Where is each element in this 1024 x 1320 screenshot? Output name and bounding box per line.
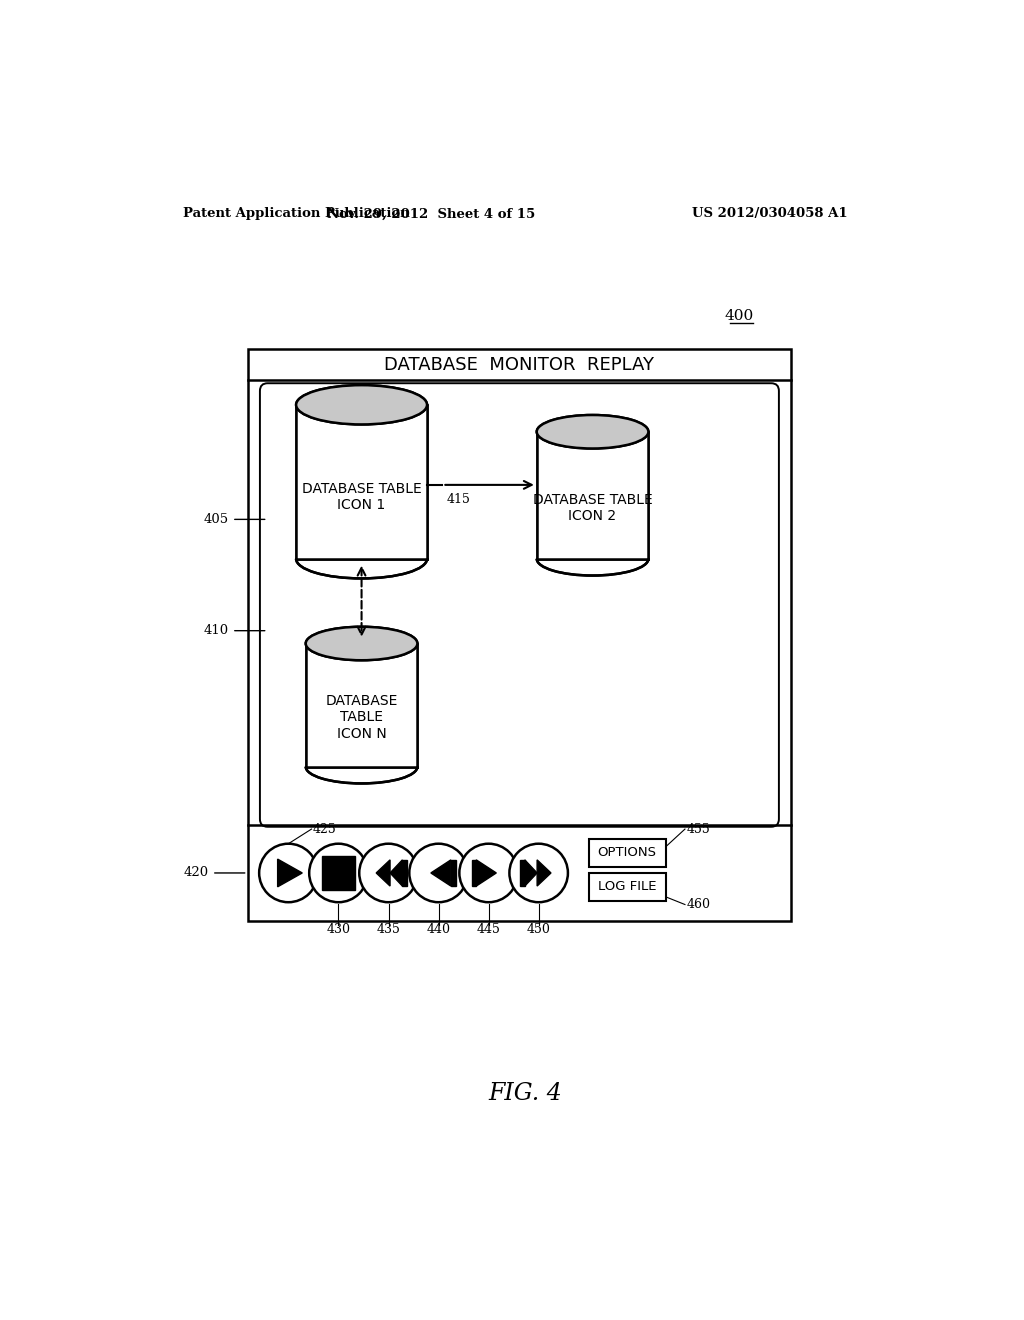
- Polygon shape: [278, 859, 302, 887]
- FancyBboxPatch shape: [260, 383, 779, 826]
- Polygon shape: [376, 859, 390, 886]
- Circle shape: [359, 843, 418, 903]
- Text: LOG FILE: LOG FILE: [598, 880, 656, 894]
- Polygon shape: [402, 859, 407, 886]
- Polygon shape: [472, 859, 476, 886]
- Circle shape: [259, 843, 317, 903]
- Text: 430: 430: [327, 923, 350, 936]
- Circle shape: [309, 843, 368, 903]
- Bar: [296, 405, 427, 558]
- Text: 455: 455: [686, 822, 711, 836]
- Text: DATABASE TABLE
ICON 1: DATABASE TABLE ICON 1: [302, 482, 422, 512]
- Text: US 2012/0304058 A1: US 2012/0304058 A1: [692, 207, 848, 220]
- Text: 450: 450: [526, 923, 551, 936]
- Text: 440: 440: [427, 923, 451, 936]
- Ellipse shape: [537, 414, 648, 449]
- Bar: [248, 350, 792, 921]
- Polygon shape: [322, 857, 355, 890]
- Ellipse shape: [306, 627, 418, 660]
- Ellipse shape: [296, 385, 427, 425]
- Text: 415: 415: [446, 492, 470, 506]
- Polygon shape: [390, 859, 402, 886]
- Polygon shape: [520, 859, 524, 886]
- Ellipse shape: [537, 414, 648, 449]
- Polygon shape: [451, 859, 456, 886]
- Polygon shape: [431, 859, 451, 886]
- Text: 425: 425: [313, 822, 337, 836]
- Circle shape: [509, 843, 568, 903]
- Text: DATABASE  MONITOR  REPLAY: DATABASE MONITOR REPLAY: [384, 356, 654, 374]
- Text: 410: 410: [204, 624, 265, 638]
- Bar: [537, 432, 648, 558]
- Text: DATABASE
TABLE
ICON N: DATABASE TABLE ICON N: [326, 694, 397, 741]
- Text: 405: 405: [204, 513, 265, 525]
- Bar: [306, 644, 418, 767]
- Text: Patent Application Publication: Patent Application Publication: [183, 207, 410, 220]
- Text: 460: 460: [686, 898, 711, 911]
- Ellipse shape: [296, 385, 427, 425]
- Circle shape: [460, 843, 518, 903]
- Text: Nov. 29, 2012  Sheet 4 of 15: Nov. 29, 2012 Sheet 4 of 15: [327, 207, 535, 220]
- Text: DATABASE TABLE
ICON 2: DATABASE TABLE ICON 2: [532, 492, 652, 523]
- Text: 420: 420: [184, 866, 245, 879]
- Text: OPTIONS: OPTIONS: [598, 846, 656, 859]
- Text: 400: 400: [724, 309, 754, 323]
- Bar: [589, 840, 666, 867]
- Polygon shape: [538, 859, 551, 886]
- Text: 445: 445: [477, 923, 501, 936]
- Bar: [589, 873, 666, 900]
- Text: 435: 435: [377, 923, 400, 936]
- Polygon shape: [524, 859, 538, 886]
- Circle shape: [410, 843, 468, 903]
- Text: FIG. 4: FIG. 4: [487, 1082, 562, 1105]
- Polygon shape: [476, 859, 497, 886]
- Ellipse shape: [306, 627, 418, 660]
